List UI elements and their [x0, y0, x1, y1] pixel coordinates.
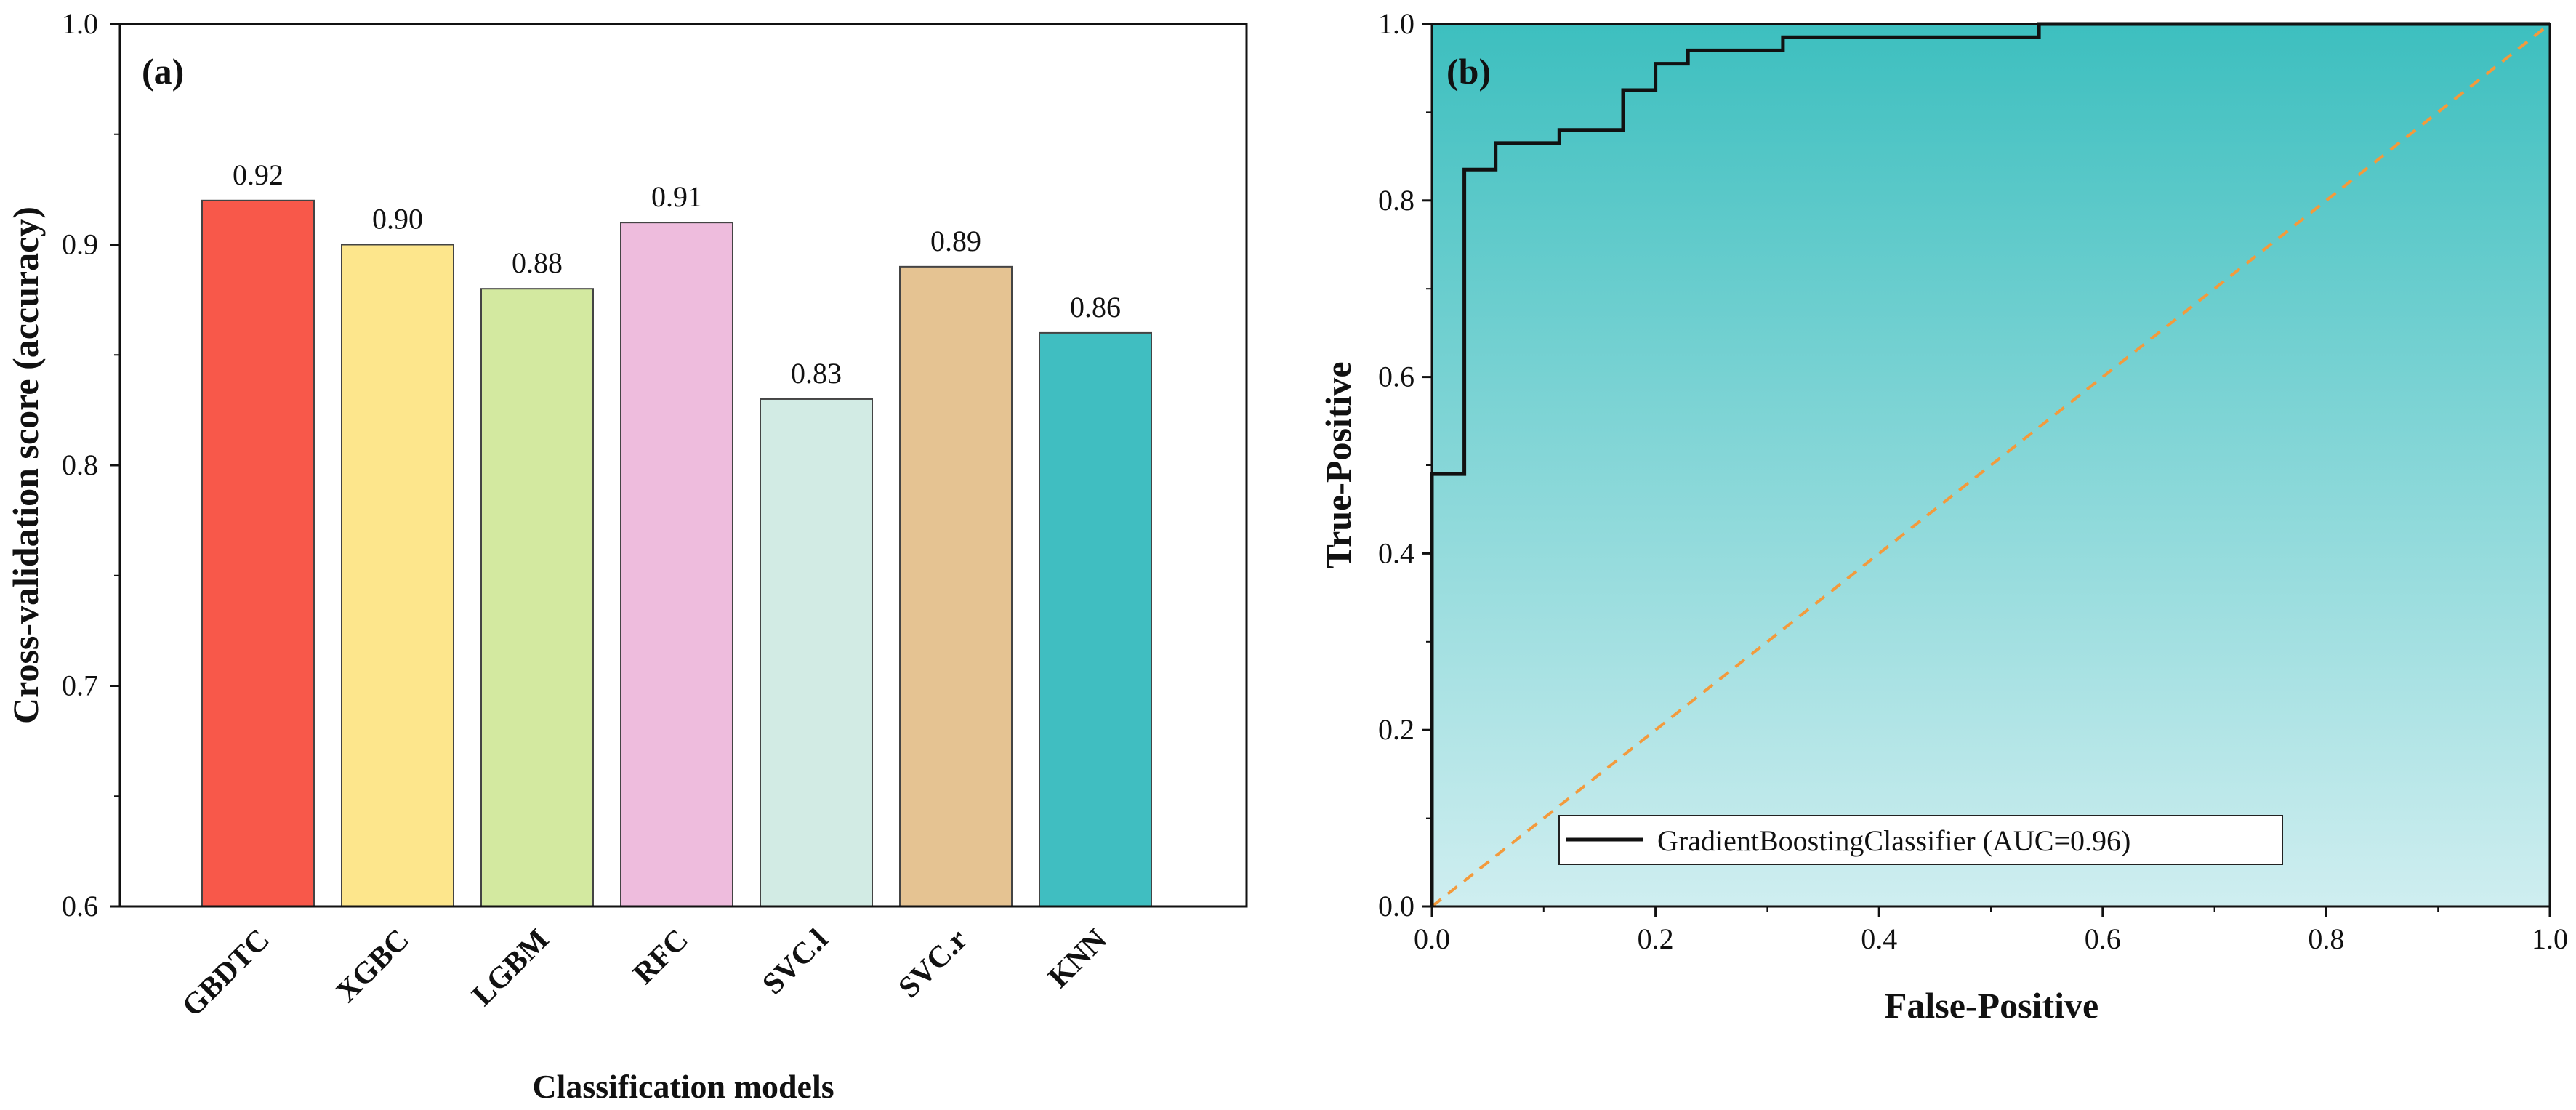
bar-svc-r	[899, 265, 1013, 908]
x-tick-label: KNN	[1042, 923, 1114, 995]
x-axis-title-a: Classification models	[532, 1068, 834, 1105]
bar-value-label: 0.91	[651, 180, 702, 213]
bar-value-label: 0.92	[233, 158, 283, 191]
x-tick-label: 0.6	[2085, 922, 2121, 955]
x-tick-label: SVC.l	[756, 923, 834, 1002]
panel-label-b: (b)	[1446, 51, 1491, 92]
bar-lgbm	[480, 288, 594, 907]
y-axis-title-b: True-Positive	[1318, 361, 1359, 568]
x-tick-label: LGBM	[466, 923, 555, 1013]
x-tick-label: 0.8	[2308, 922, 2344, 955]
x-axis-title-b: False-Positive	[1885, 985, 2098, 1026]
x-tick-label: 0.4	[1861, 922, 1897, 955]
bar-gbdtc	[201, 199, 315, 907]
bar-value-labels: 0.92 0.90 0.88 0.91 0.83 0.89 0.86	[233, 158, 1121, 390]
bar-rfc	[620, 222, 733, 907]
y-tick-label: 0.6	[62, 890, 98, 922]
bar-series	[201, 199, 1152, 908]
x-axis-b: 0.0 0.2 0.4 0.6 0.8 1.0	[1414, 906, 2568, 955]
bar-value-label: 0.90	[372, 203, 423, 236]
y-tick-label: 0.4	[1378, 536, 1414, 569]
legend: GradientBoostingClassifier (AUC=0.96)	[1558, 815, 2283, 865]
bar-value-label: 0.86	[1070, 291, 1121, 323]
bar-value-label: 0.83	[791, 357, 842, 390]
y-tick-label: 0.0	[1378, 890, 1414, 922]
x-axis-a: GBDTC XGBC LGBM RFC SVC.l SVC.r KNN	[176, 923, 1114, 1023]
x-tick-label: 1.0	[2532, 922, 2568, 955]
y-tick-label: 0.6	[1378, 361, 1414, 393]
x-tick-label: GBDTC	[176, 923, 276, 1023]
y-tick-label: 0.7	[62, 669, 98, 702]
roc-chart-panel: 0.0 0.2 0.4 0.6 0.8 1.0 0.0 0.2 0.4 0.6 0.8 1.0 (b…	[1318, 7, 2568, 1026]
y-tick-label: 0.9	[62, 228, 98, 261]
legend-entry: GradientBoostingClassifier (AUC=0.96)	[1657, 824, 2130, 857]
bar-value-label: 0.89	[930, 225, 981, 257]
y-axis-a: 0.6 0.7 0.8 0.9 1.0	[62, 7, 120, 922]
bar-chart-panel: 0.920.900.880.910.830.890.86 0.60.70.80.…	[5, 7, 1248, 1105]
y-tick-label: 1.0	[1378, 7, 1414, 40]
roc-series	[1430, 22, 2551, 908]
x-tick-label: RFC	[627, 923, 696, 992]
roc-curve-line	[1430, 22, 2550, 906]
y-tick-label: 0.8	[62, 449, 98, 481]
x-tick-label: 0.0	[1414, 922, 1450, 955]
x-tick-label: 0.2	[1638, 922, 1674, 955]
y-axis-b: 0.0 0.2 0.4 0.6 0.8 1.0	[1378, 7, 1432, 922]
bar-value-label: 0.88	[512, 246, 563, 279]
bar-knn	[1039, 331, 1152, 907]
x-tick-label: XGBC	[330, 923, 416, 1009]
bar-svc-l	[760, 398, 873, 907]
legend-box	[1558, 815, 2283, 865]
chance-diagonal-line	[1430, 23, 2551, 908]
bar-xgbc	[341, 244, 454, 907]
x-tick-label: SVC.r	[893, 923, 975, 1005]
panel-label-a: (a)	[142, 51, 184, 92]
y-tick-label: 0.8	[1378, 184, 1414, 217]
y-tick-label: 0.2	[1378, 713, 1414, 746]
y-axis-title-a: Cross-validation score (accuracy)	[5, 206, 46, 724]
y-tick-label: 1.0	[62, 7, 98, 40]
